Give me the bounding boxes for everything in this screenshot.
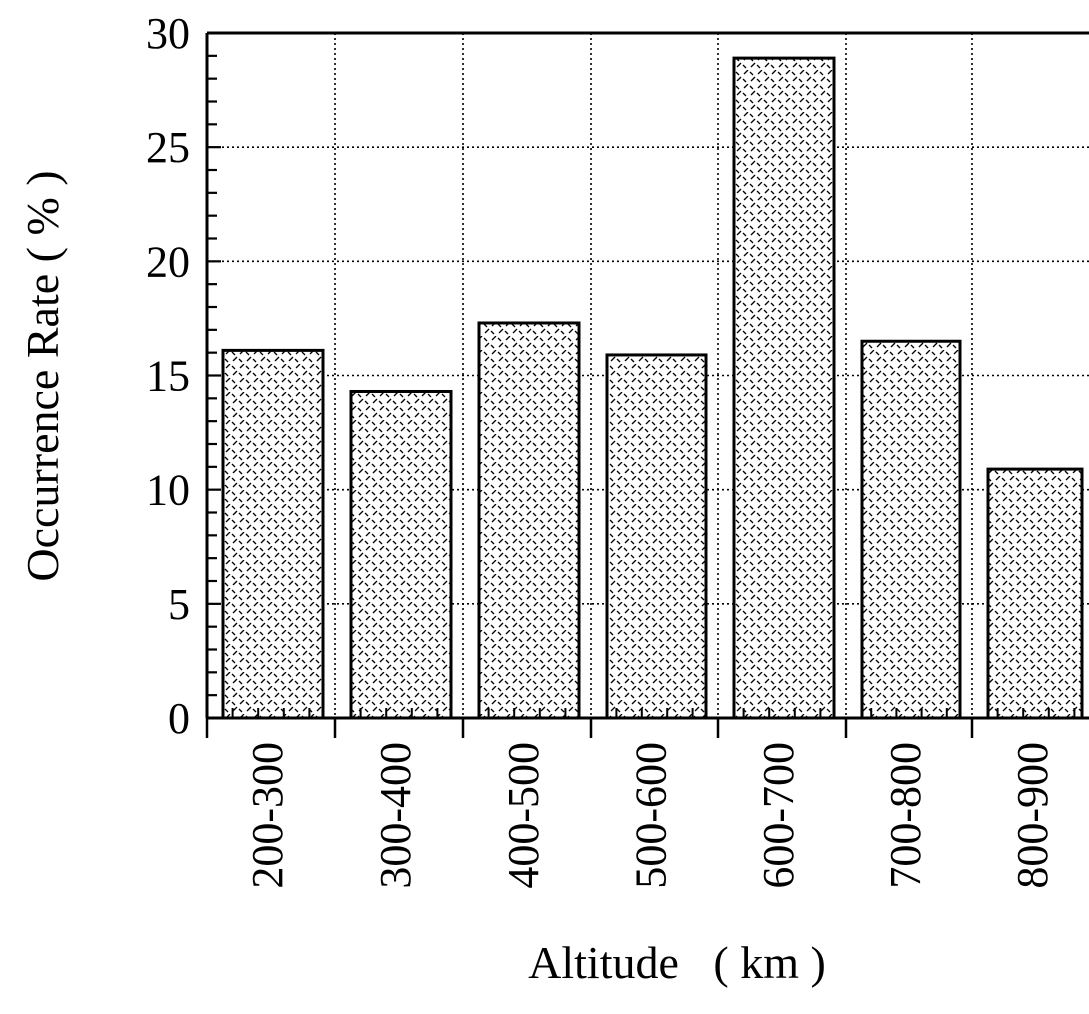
axes: [205, 31, 1089, 738]
x-tick-label-700-800: 700-800: [881, 742, 930, 889]
bar-300-400: [349, 389, 453, 720]
bar-600-700: [732, 56, 836, 720]
bar-200-300: [221, 348, 325, 720]
bar-500-600: [605, 353, 708, 720]
x-tick-labels: 200-300 300-400 400-500 500-600 600-700 700-8…: [243, 742, 1057, 889]
bar-800-900: [986, 467, 1084, 720]
y-tick-label: 5: [168, 580, 190, 629]
y-tick-label: 15: [146, 352, 190, 401]
x-tick-label-800-900: 800-900: [1008, 742, 1057, 889]
x-tick-label-300-400: 300-400: [371, 742, 420, 889]
bar-400-500: [477, 321, 581, 720]
x-axis-title: Altitude ( km ): [528, 937, 826, 988]
y-tick-label: 10: [146, 466, 190, 515]
bars: [221, 56, 1084, 720]
y-tick-label: 20: [146, 237, 190, 286]
y-tick-labels: 0 5 10 15 20 25 30: [146, 9, 190, 743]
y-tick-label: 0: [168, 694, 190, 743]
y-axis-title: Occurrence Rate ( % ): [17, 170, 68, 581]
x-tick-label-500-600: 500-600: [627, 742, 676, 889]
x-tick-label-600-700: 600-700: [754, 742, 803, 889]
x-tick-label-400-500: 400-500: [499, 742, 548, 889]
y-tick-label: 30: [146, 9, 190, 58]
bar-700-800: [860, 339, 962, 720]
y-tick-label: 25: [146, 123, 190, 172]
x-tick-label-200-300: 200-300: [243, 742, 292, 889]
